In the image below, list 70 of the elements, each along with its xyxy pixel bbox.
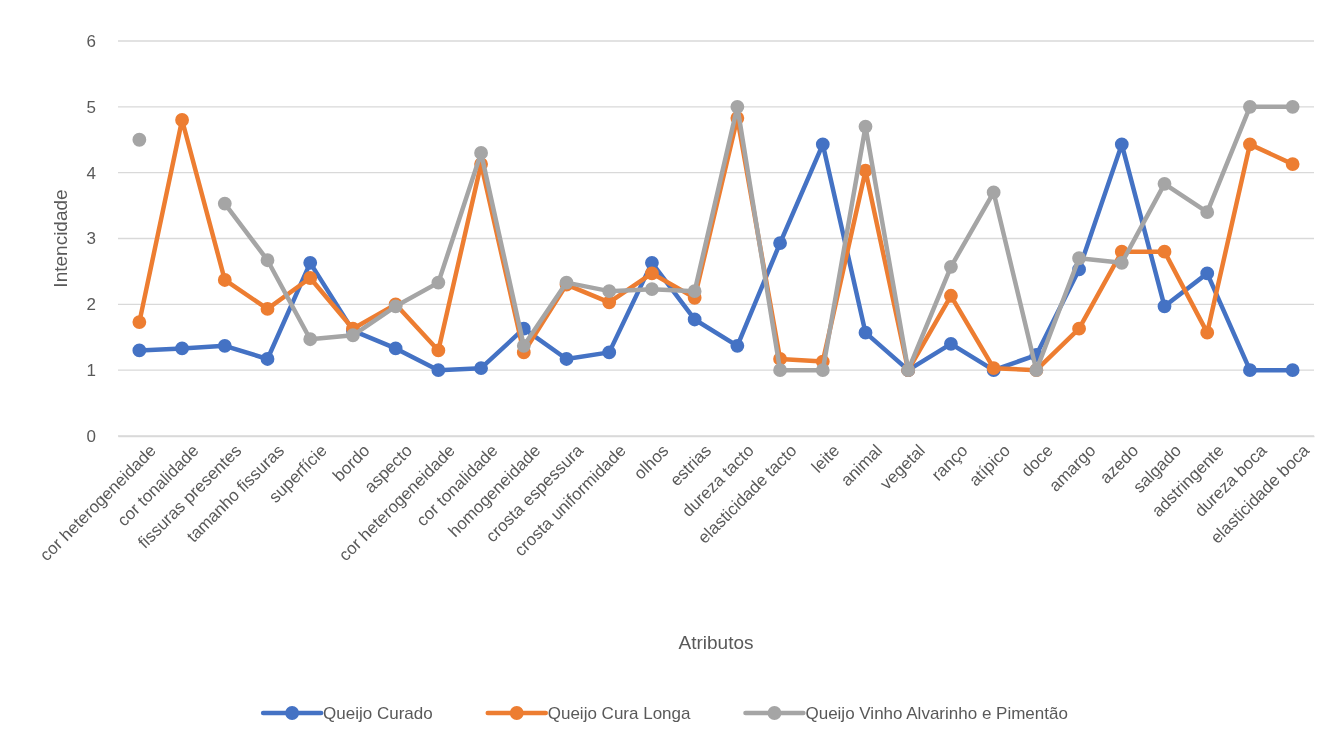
point [815,137,830,152]
point [944,259,958,274]
point [986,185,1001,200]
y-tick-label: 4 [86,163,96,183]
point [474,146,488,160]
point [1114,137,1129,152]
point [516,338,531,353]
point [260,253,275,268]
point [1285,363,1300,378]
point [602,284,617,299]
x-tick-label: leite [807,441,844,477]
point [132,132,147,147]
point [1200,325,1215,340]
point [175,341,189,356]
point [602,345,617,360]
point [1114,255,1129,270]
legend-label: Queijo Curado [323,704,433,723]
point [1072,251,1086,266]
point [773,236,787,250]
point [1072,321,1086,336]
point [260,302,275,316]
point [217,273,232,287]
point [730,338,745,353]
point [1200,205,1215,220]
point [303,271,318,285]
point [217,338,232,353]
point [858,119,873,134]
point [260,352,275,366]
point [944,336,958,351]
point [346,328,360,343]
point [730,99,745,114]
point [1243,99,1257,114]
y-tick-label: 5 [86,97,96,117]
point [687,312,702,327]
point [1285,99,1300,114]
point [559,352,574,366]
point [431,343,446,358]
point [217,196,232,211]
point [687,284,702,299]
point [1285,157,1300,171]
point [1157,244,1172,259]
point [303,255,318,270]
point [175,113,189,127]
point [132,315,147,329]
point [303,332,318,347]
point [431,363,446,378]
point [645,282,659,297]
point [1157,176,1172,191]
point [1200,266,1215,281]
point [388,341,403,356]
point [1157,299,1172,314]
y-axis-title: Intencidade [50,189,71,288]
legend-label: Queijo Cura Longa [547,704,691,723]
point [773,363,787,378]
point [474,361,488,376]
point [815,363,830,378]
point [944,288,958,303]
point [1243,137,1257,152]
point [645,266,659,281]
x-axis-title: Atributos [678,632,754,653]
y-tick-label: 2 [86,295,96,315]
legend-label: Queijo Vinho Alvarinho e Pimentão [805,704,1068,723]
point [132,343,147,358]
y-tick-label: 1 [86,361,96,381]
point [431,275,446,290]
y-tick-label: 0 [86,426,96,446]
y-tick-label: 3 [86,229,96,249]
point [1243,363,1257,378]
point [858,325,873,340]
y-tick-label: 6 [86,31,96,51]
